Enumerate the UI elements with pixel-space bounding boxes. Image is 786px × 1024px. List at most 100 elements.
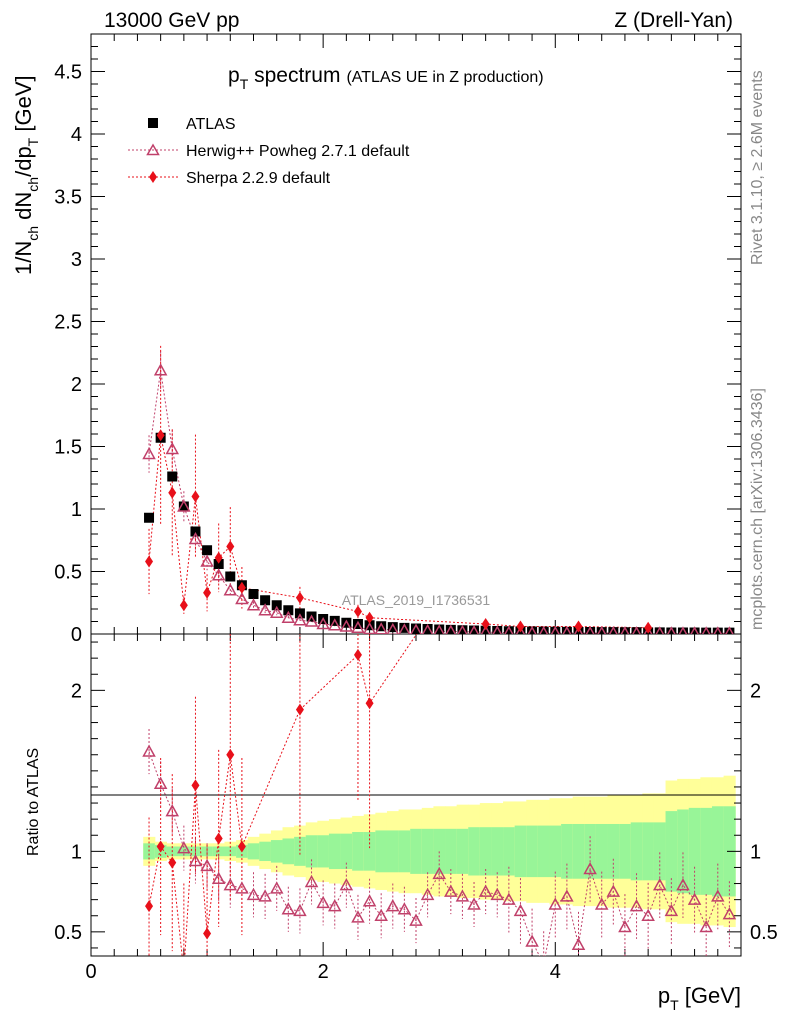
sherpa-point: [203, 586, 212, 599]
band-inner-bin: [363, 832, 376, 871]
band-inner-bin: [468, 827, 481, 876]
y-tick-label-main: 1.5: [54, 437, 82, 459]
band-inner-bin: [572, 823, 585, 879]
atlas-point: [225, 571, 236, 582]
legend-marker-atlas: [148, 118, 158, 128]
sherpa-point: [365, 697, 374, 710]
herwig-point: [165, 441, 180, 455]
band-inner-bin: [410, 828, 423, 874]
x-axis-label: pT [GeV]: [658, 983, 741, 1013]
herwig-point: [664, 903, 679, 917]
herwig-point: [269, 881, 284, 894]
band-inner-bin: [514, 825, 527, 878]
herwig-point: [258, 889, 272, 902]
herwig-point: [594, 897, 609, 910]
herwig-point: [492, 625, 503, 634]
atlas-point: [167, 471, 178, 482]
atlas-point: [550, 626, 561, 634]
atlas-point: [538, 626, 549, 634]
y-tick-label-main: 0.5: [54, 562, 82, 584]
atlas-point: [701, 627, 712, 634]
herwig-point: [711, 889, 725, 902]
ratio-panel-data: [142, 634, 737, 978]
sherpa-point: [237, 840, 246, 853]
sherpa-point: [226, 748, 235, 761]
herwig-point: [410, 623, 422, 634]
y-tick-label-main: 3: [71, 249, 82, 271]
axis-tick-labels: 00.511.522.533.544.50.5 0.51 12 20 2 4: [54, 62, 778, 984]
herwig-point: [422, 623, 434, 634]
side-text-mcplots: mcplots.cern.ch [arXiv:1306.3436]: [749, 388, 766, 630]
sherpa-point: [180, 966, 188, 978]
legend-label-atlas: ATLAS: [186, 116, 236, 133]
sherpa-point: [145, 900, 154, 913]
x-tick-label: 4: [550, 961, 561, 983]
band-inner-bin: [700, 807, 713, 895]
herwig-point: [235, 881, 249, 894]
sherpa-point: [203, 927, 212, 940]
herwig-point: [667, 626, 676, 634]
title-paren: (ATLAS UE in Z production): [346, 69, 543, 86]
sherpa-point: [237, 581, 246, 594]
atlas-point: [585, 627, 596, 634]
herwig-point: [585, 625, 595, 634]
herwig-point: [188, 853, 203, 867]
band-inner-bin: [630, 822, 643, 881]
atlas-point: [399, 622, 410, 633]
atlas-point: [434, 624, 445, 634]
y-tick-label-ratio: 0.5: [54, 922, 82, 944]
herwig-point: [490, 887, 505, 901]
sherpa-point: [168, 856, 177, 869]
herwig-point: [527, 625, 537, 634]
herwig-point: [632, 626, 641, 634]
band-inner-bin: [665, 811, 678, 892]
y-tick-label-main: 2: [71, 374, 82, 396]
band-inner-bin: [247, 843, 260, 860]
herwig-point: [223, 878, 238, 891]
herwig-point: [548, 897, 563, 910]
band-inner-bin: [549, 825, 562, 878]
atlas-point: [144, 512, 155, 523]
sherpa-point: [214, 832, 223, 845]
herwig-point: [722, 907, 737, 920]
herwig-point: [281, 610, 296, 623]
herwig-point: [177, 841, 191, 854]
y-axis-label-ratio: Ratio to ATLAS: [25, 748, 42, 856]
atlas-point: [213, 559, 224, 569]
herwig-point: [583, 862, 597, 875]
atlas-point: [411, 623, 421, 634]
herwig-point: [571, 937, 586, 950]
band-inner-bin: [537, 825, 550, 878]
legend-label-herwig: Herwig++ Powheg 2.7.1 default: [186, 143, 410, 160]
herwig-point: [629, 899, 644, 912]
atlas-point: [202, 545, 213, 556]
herwig-point: [386, 622, 399, 634]
herwig-point: [574, 625, 583, 634]
header-energy: 13000 GeV pp: [104, 9, 239, 32]
herwig-point: [374, 622, 388, 634]
herwig-point: [258, 603, 272, 616]
main-panel-data: [142, 345, 735, 634]
herwig-point: [316, 895, 330, 909]
atlas-point: [422, 624, 433, 634]
herwig-point: [618, 919, 632, 933]
herwig-point: [690, 626, 699, 634]
sherpa-point: [168, 486, 177, 499]
herwig-point: [339, 878, 354, 891]
atlas-point: [527, 626, 538, 634]
herwig-point: [223, 583, 238, 596]
atlas-point: [457, 625, 468, 634]
band-inner-bin: [456, 828, 469, 874]
herwig-point: [676, 878, 690, 891]
y-tick-label-ratio: 2: [71, 680, 82, 702]
band-inner-bin: [398, 830, 411, 873]
herwig-point: [652, 878, 667, 891]
herwig-point: [142, 744, 156, 757]
herwig-point: [374, 908, 388, 921]
sherpa-line-main: [148, 435, 649, 629]
herwig-point: [455, 889, 470, 902]
legend-label-sherpa: Sherpa 2.2.9 default: [186, 170, 331, 187]
herwig-point: [562, 625, 572, 634]
herwig-point: [351, 620, 365, 633]
